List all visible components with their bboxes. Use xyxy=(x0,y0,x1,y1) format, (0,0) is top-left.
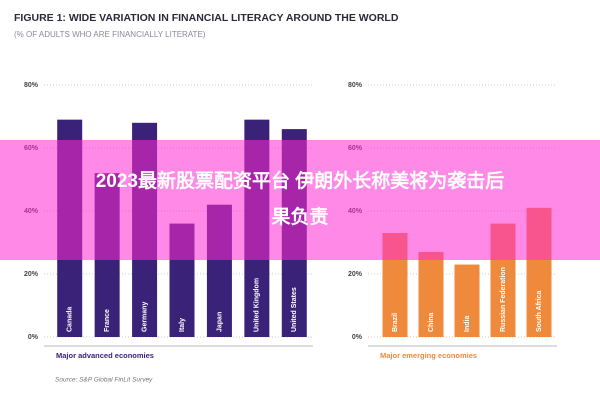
x-tick-label: China xyxy=(428,312,435,332)
banner-text: 果负责 xyxy=(270,205,328,228)
x-tick-label: Canada xyxy=(67,307,74,332)
x-axis-label: Major emerging economies xyxy=(380,351,477,360)
bar xyxy=(418,251,444,337)
y-tick-label: 20% xyxy=(24,271,39,278)
x-tick-label: Germany xyxy=(141,302,148,332)
chart-title: FIGURE 1: WIDE VARIATION IN FINANCIAL LI… xyxy=(14,12,399,24)
x-tick-label: Japan xyxy=(216,312,223,332)
y-tick-label: 0% xyxy=(352,334,363,341)
x-tick-label: Russian Federation xyxy=(500,267,507,332)
y-tick-label: 80% xyxy=(348,82,363,89)
x-tick-label: France xyxy=(104,309,111,332)
x-tick-label: United Kingdom xyxy=(254,278,261,332)
banner-text: 2023最新股票配资平台 伊朗外长称美将为袭击后 xyxy=(96,169,505,192)
x-axis-label: Major advanced economies xyxy=(56,351,154,360)
x-tick-label: India xyxy=(464,316,471,332)
banner xyxy=(0,140,600,260)
x-tick-label: United States xyxy=(291,287,298,332)
y-tick-label: 80% xyxy=(24,82,39,89)
bar xyxy=(454,264,480,337)
y-tick-label: 0% xyxy=(28,334,39,341)
source: Source: S&P Global FinLit Survey xyxy=(55,377,153,384)
x-tick-label: South Africa xyxy=(536,291,543,332)
chart-subtitle: (% OF ADULTS WHO ARE FINANCIALLY LITERAT… xyxy=(14,30,206,39)
x-tick-label: Italy xyxy=(179,318,186,332)
y-tick-label: 20% xyxy=(348,271,363,278)
x-tick-label: Brazil xyxy=(392,313,399,332)
